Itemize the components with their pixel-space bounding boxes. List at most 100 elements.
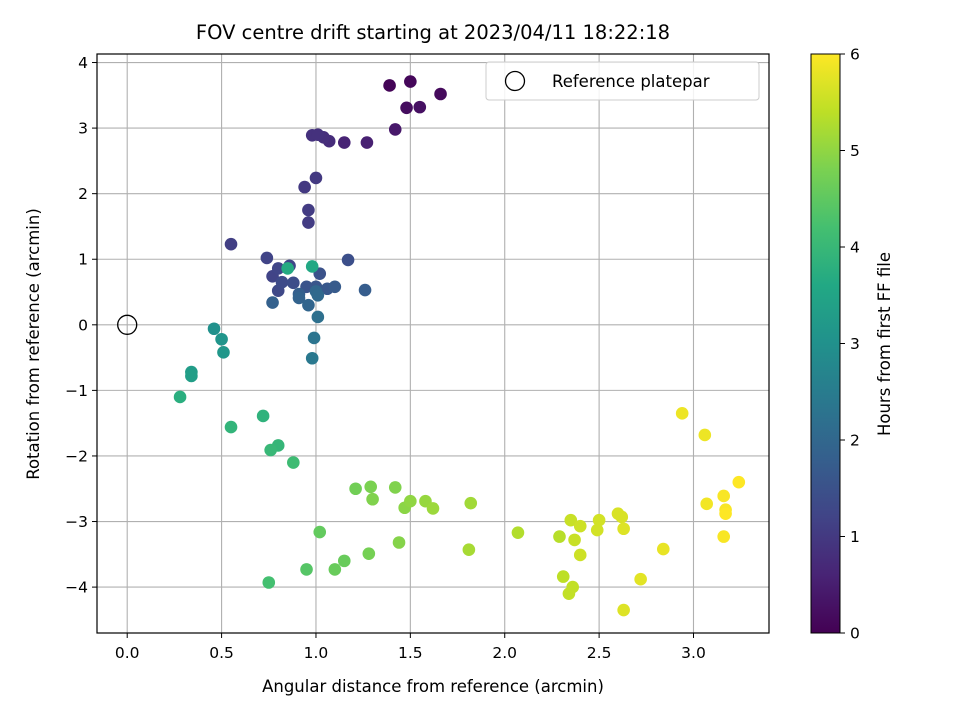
data-point bbox=[388, 481, 402, 494]
reference-point bbox=[117, 314, 138, 335]
legend: Reference platepar bbox=[485, 61, 760, 101]
data-point bbox=[311, 310, 325, 324]
data-point bbox=[634, 572, 647, 586]
data-point bbox=[566, 580, 579, 594]
data-point bbox=[307, 331, 321, 345]
data-point bbox=[464, 496, 478, 510]
data-point bbox=[400, 101, 413, 115]
data-point bbox=[700, 497, 714, 511]
data-point bbox=[383, 79, 396, 92]
data-point bbox=[305, 351, 319, 365]
colorbar-gradient bbox=[810, 53, 841, 634]
data-point bbox=[404, 494, 417, 508]
colorbar-tick-label: 2 bbox=[850, 432, 860, 450]
data-point bbox=[564, 513, 578, 527]
data-point bbox=[568, 533, 581, 547]
y-axis-label: Rotation from reference (arcmin) bbox=[24, 208, 43, 480]
data-point bbox=[287, 276, 300, 290]
data-point bbox=[287, 456, 300, 469]
data-point bbox=[260, 251, 274, 265]
data-point bbox=[224, 237, 238, 251]
y-tick-label: −3 bbox=[65, 513, 88, 531]
y-tick-label: 3 bbox=[78, 120, 88, 138]
data-point bbox=[617, 522, 630, 536]
data-point bbox=[337, 554, 351, 568]
data-point bbox=[300, 563, 313, 576]
colorbar-tick-label: 4 bbox=[850, 239, 860, 257]
plot-frame bbox=[96, 53, 770, 634]
data-point bbox=[717, 489, 730, 503]
data-point bbox=[313, 525, 327, 539]
data-point bbox=[328, 280, 342, 294]
data-point bbox=[281, 262, 294, 275]
y-tick-label: 1 bbox=[78, 251, 88, 269]
colorbar-ticks: 0 1 2 3 4 5 6 bbox=[840, 46, 860, 643]
x-tick-label: 3.0 bbox=[681, 644, 706, 662]
x-axis-ticks: 0.0 0.5 1.0 1.5 2.0 2.5 3.0 bbox=[115, 633, 706, 662]
data-point bbox=[302, 203, 315, 217]
data-point bbox=[592, 513, 606, 527]
legend-box bbox=[485, 61, 760, 101]
data-point bbox=[573, 548, 587, 562]
data-point bbox=[262, 576, 276, 589]
data-point bbox=[217, 346, 230, 359]
data-point bbox=[298, 180, 311, 194]
colorbar-tick-label: 3 bbox=[850, 335, 860, 353]
data-point bbox=[615, 510, 629, 524]
data-point bbox=[349, 482, 362, 496]
data-point bbox=[207, 322, 221, 336]
data-point bbox=[675, 407, 689, 420]
data-point bbox=[224, 420, 238, 434]
data-point bbox=[573, 519, 587, 533]
data-point bbox=[717, 530, 730, 543]
x-tick-label: 0.5 bbox=[209, 644, 234, 662]
data-point bbox=[328, 563, 342, 576]
data-point bbox=[173, 390, 187, 404]
data-point bbox=[392, 536, 406, 549]
data-point bbox=[462, 543, 476, 557]
data-point bbox=[360, 136, 374, 149]
data-point bbox=[311, 128, 325, 141]
data-point bbox=[305, 260, 319, 273]
colorbar-tick-label: 0 bbox=[850, 625, 860, 643]
data-point bbox=[511, 526, 525, 539]
colorbar-tick-label: 5 bbox=[850, 142, 860, 160]
gridlines bbox=[97, 54, 769, 633]
chart-title: FOV centre drift starting at 2023/04/11 … bbox=[196, 21, 670, 44]
data-point bbox=[215, 332, 228, 346]
y-tick-label: 4 bbox=[78, 54, 88, 72]
data-point bbox=[553, 530, 566, 543]
data-point bbox=[362, 547, 376, 560]
x-tick-label: 2.0 bbox=[492, 644, 517, 662]
data-point bbox=[732, 475, 746, 489]
colorbar-tick-label: 1 bbox=[850, 528, 860, 546]
y-tick-label: −1 bbox=[65, 382, 88, 400]
data-point bbox=[292, 291, 306, 305]
data-point bbox=[256, 409, 270, 423]
data-point bbox=[434, 87, 447, 101]
data-points bbox=[117, 75, 746, 617]
legend-marker-icon bbox=[504, 70, 526, 92]
data-point bbox=[698, 428, 712, 442]
data-point bbox=[556, 570, 570, 583]
x-axis-label: Angular distance from reference (arcmin) bbox=[262, 677, 604, 696]
data-point bbox=[426, 502, 440, 515]
y-tick-label: 2 bbox=[78, 185, 88, 203]
y-tick-label: −2 bbox=[65, 447, 88, 465]
data-point bbox=[656, 542, 670, 556]
data-point bbox=[311, 289, 325, 302]
data-point bbox=[271, 262, 285, 275]
y-tick-label: 0 bbox=[78, 316, 88, 334]
data-point bbox=[388, 123, 402, 136]
data-point bbox=[264, 443, 277, 457]
data-point bbox=[309, 171, 323, 185]
data-point bbox=[341, 253, 355, 267]
data-point bbox=[617, 603, 630, 617]
data-point bbox=[358, 283, 372, 297]
data-point bbox=[275, 275, 289, 289]
data-point bbox=[413, 100, 427, 114]
data-point bbox=[364, 480, 378, 494]
y-axis-ticks: 4 3 2 1 0 −1 −2 −3 −4 bbox=[65, 54, 97, 597]
data-point bbox=[185, 369, 198, 383]
